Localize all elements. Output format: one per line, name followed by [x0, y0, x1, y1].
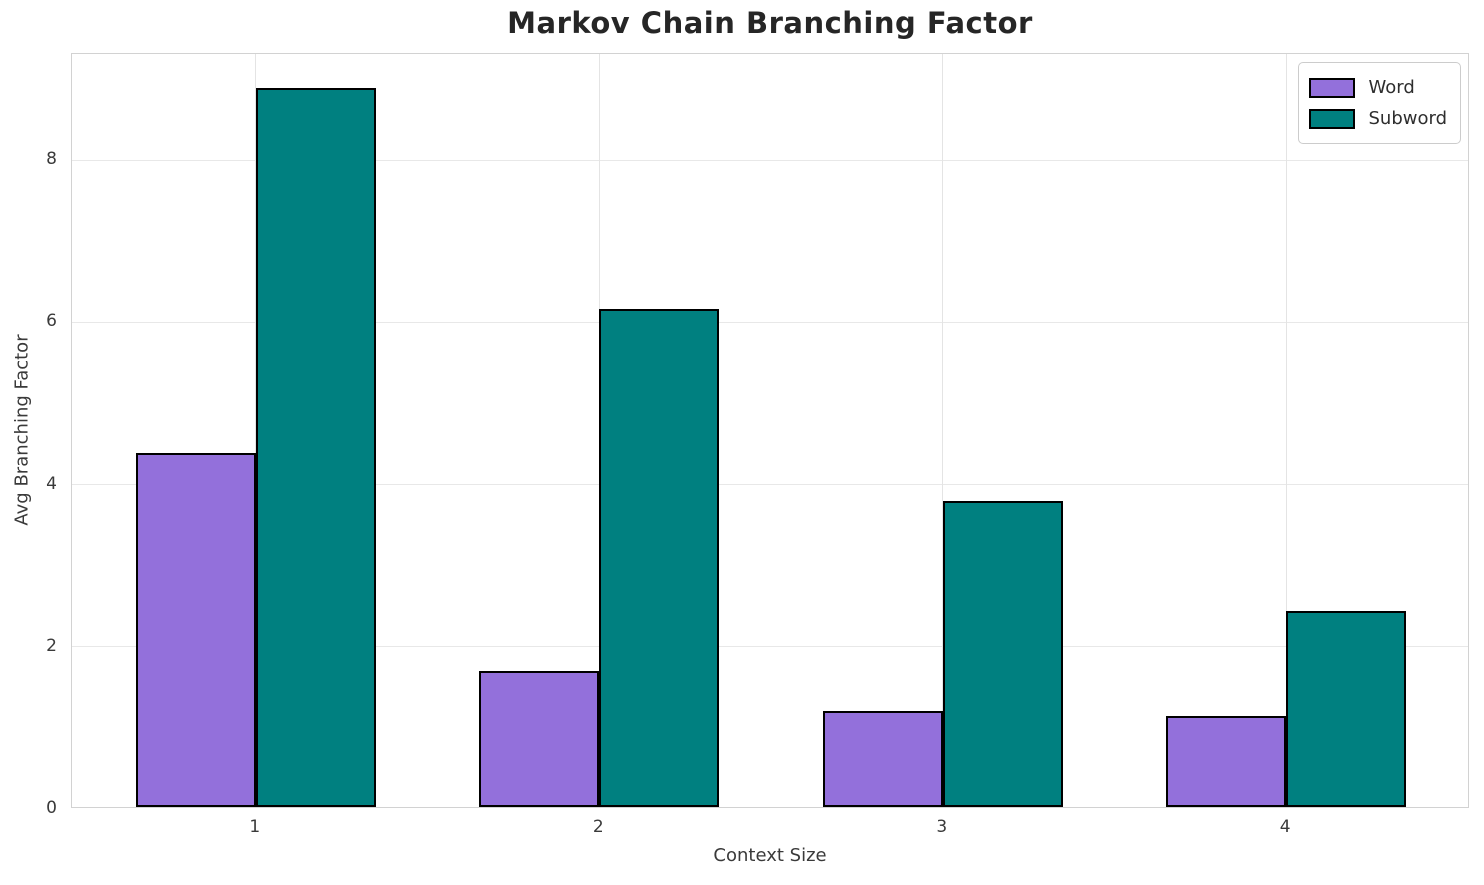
- legend: Word Subword: [1298, 62, 1461, 144]
- ytick-label-2: 2: [46, 635, 57, 656]
- xtick-label-2: 2: [592, 817, 604, 837]
- ytick-label-0: 0: [46, 798, 57, 818]
- legend-label-word: Word: [1368, 77, 1415, 98]
- bar-word-1: [135, 453, 256, 807]
- chart-title: Markov Chain Branching Factor: [507, 6, 1033, 40]
- plot-area: [71, 53, 1469, 808]
- bar-subword-1: [255, 87, 376, 807]
- ytick-label-6: 6: [46, 311, 57, 332]
- gridline-x-3: [942, 54, 944, 807]
- xtick-label-4: 4: [1279, 817, 1291, 837]
- y-axis-label: Avg Branching Factor: [11, 334, 33, 526]
- bar-subword-3: [942, 501, 1063, 807]
- ytick-label-4: 4: [46, 473, 57, 494]
- legend-swatch-subword: [1309, 108, 1356, 129]
- gridline-y-8: [72, 159, 1468, 161]
- bar-word-2: [479, 670, 600, 807]
- bar-word-4: [1166, 716, 1287, 807]
- legend-label-subword: Subword: [1368, 108, 1447, 129]
- gridline-x-4: [1285, 54, 1287, 807]
- gridline-y-4: [72, 484, 1468, 486]
- gridline-y-2: [72, 646, 1468, 648]
- legend-row-subword: Subword: [1309, 103, 1447, 134]
- ytick-label-8: 8: [46, 149, 57, 170]
- legend-swatch-word: [1309, 77, 1356, 98]
- xtick-label-3: 3: [936, 817, 948, 837]
- bar-subword-2: [599, 309, 720, 807]
- x-axis-label: Context Size: [713, 845, 827, 866]
- bar-word-3: [822, 710, 943, 807]
- legend-row-word: Word: [1309, 72, 1447, 103]
- xtick-label-1: 1: [249, 817, 261, 837]
- gridline-y-6: [72, 321, 1468, 323]
- bar-subword-4: [1286, 610, 1407, 807]
